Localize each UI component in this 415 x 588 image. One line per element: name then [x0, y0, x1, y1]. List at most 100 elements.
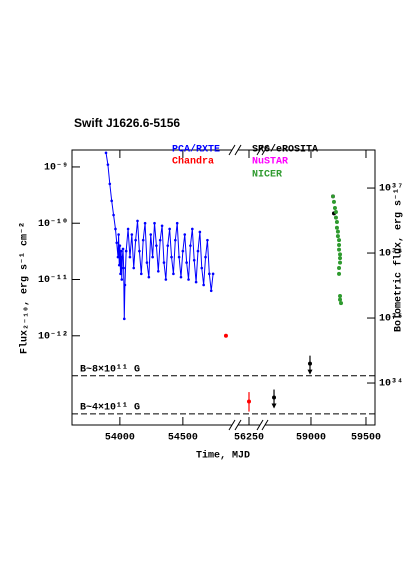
- axis-break-gap: [260, 148, 265, 152]
- data-point: [333, 215, 338, 220]
- axis-break-gap: [260, 423, 265, 427]
- data-point: [118, 244, 122, 247]
- data-point: [120, 278, 124, 281]
- data-point: [162, 261, 166, 264]
- axis-break-mark: [256, 144, 264, 156]
- data-point: [145, 261, 149, 264]
- data-point: [124, 249, 128, 253]
- data-point: [202, 283, 205, 287]
- data-point: [119, 249, 123, 253]
- data-point: [126, 227, 130, 231]
- reference-label: B~8×10¹¹ G: [80, 364, 140, 375]
- data-point: [333, 210, 338, 215]
- data-point: [121, 247, 125, 251]
- data-point: [153, 221, 156, 225]
- axis-break-mark: [261, 144, 269, 156]
- x-tick-label: 59000: [296, 433, 326, 444]
- data-point: [272, 395, 277, 400]
- data-point: [143, 221, 147, 225]
- axis-break-gap: [232, 423, 238, 427]
- x-tick-label: 56250: [234, 433, 264, 444]
- data-point: [122, 317, 126, 321]
- data-point: [331, 199, 336, 204]
- y2-tick-label: 10³⁴: [379, 379, 403, 390]
- data-point: [187, 278, 190, 281]
- data-point: [338, 256, 343, 261]
- upper-limit-head: [307, 369, 313, 375]
- data-point: [338, 252, 343, 257]
- data-point: [181, 249, 185, 253]
- data-point: [183, 233, 187, 236]
- data-point: [149, 233, 153, 236]
- data-point: [116, 255, 120, 259]
- data-point: [337, 266, 342, 271]
- plot-frame: [71, 149, 376, 426]
- data-point: [334, 220, 339, 225]
- data-point: [307, 361, 312, 366]
- data-point: [168, 227, 171, 231]
- data-point: [335, 229, 340, 234]
- data-point: [192, 258, 196, 262]
- data-point: [122, 266, 125, 270]
- data-point: [132, 266, 136, 270]
- data-point: [151, 255, 154, 259]
- y2-tick-label: 10³⁷: [379, 184, 403, 195]
- y-tick-label: 10⁻¹¹: [38, 275, 68, 286]
- data-point: [117, 233, 120, 236]
- data-point: [330, 194, 335, 199]
- data-point: [335, 234, 340, 239]
- data-point: [155, 244, 158, 247]
- data-point: [177, 255, 181, 259]
- data-point: [337, 271, 342, 276]
- reference-label: B~4×10¹¹ G: [80, 403, 140, 414]
- data-point: [189, 244, 192, 247]
- data-point: [334, 225, 339, 230]
- upper-limit-head: [271, 403, 277, 409]
- data-point: [164, 278, 168, 281]
- y-tick-label: 10⁻¹⁰: [38, 218, 68, 230]
- x-tick-label: 59500: [351, 433, 381, 444]
- data-point: [204, 255, 207, 259]
- data-point: [166, 244, 170, 247]
- axis-break-mark: [261, 419, 269, 431]
- data-point: [139, 272, 143, 276]
- data-point: [339, 301, 344, 306]
- data-point: [332, 206, 337, 211]
- data-point: [198, 230, 202, 234]
- y2-tick-label: 10³⁵: [379, 314, 403, 325]
- legend-label: SRG/eROSITA: [252, 144, 318, 156]
- y2-axis-label: Bolometric flux, erg s⁻¹: [393, 188, 405, 332]
- data-point: [114, 227, 117, 231]
- data-point: [337, 238, 342, 243]
- data-point: [136, 219, 139, 223]
- y-axis-label: Flux₂₋₁₀, erg s⁻¹ cm⁻²: [19, 222, 31, 354]
- data-point: [185, 261, 188, 264]
- data-point: [211, 272, 215, 276]
- legend-label: NuSTAR: [252, 157, 288, 168]
- legend-label: PCA/RXTE: [172, 144, 220, 156]
- data-point: [172, 272, 175, 276]
- data-point: [194, 280, 198, 284]
- data-point: [338, 293, 343, 298]
- data-point: [170, 255, 173, 259]
- y2-tick-label: 10³⁶: [379, 249, 403, 260]
- axis-break-mark: [228, 144, 236, 156]
- data-point: [174, 238, 177, 242]
- data-point: [158, 238, 162, 242]
- axis-break-mark: [234, 144, 242, 156]
- data-point: [338, 260, 343, 265]
- data-point: [128, 255, 132, 259]
- data-point: [119, 272, 122, 276]
- data-point: [223, 333, 228, 338]
- data-point: [156, 269, 160, 273]
- data-point: [130, 233, 134, 236]
- data-point: [110, 199, 113, 203]
- data-point: [200, 266, 204, 270]
- y-tick-label: 10⁻¹²: [38, 331, 68, 342]
- axis-break-mark: [256, 419, 264, 431]
- data-point: [115, 241, 119, 245]
- data-point: [247, 399, 251, 404]
- legend-label: NICER: [252, 170, 282, 181]
- data-point: [117, 263, 121, 267]
